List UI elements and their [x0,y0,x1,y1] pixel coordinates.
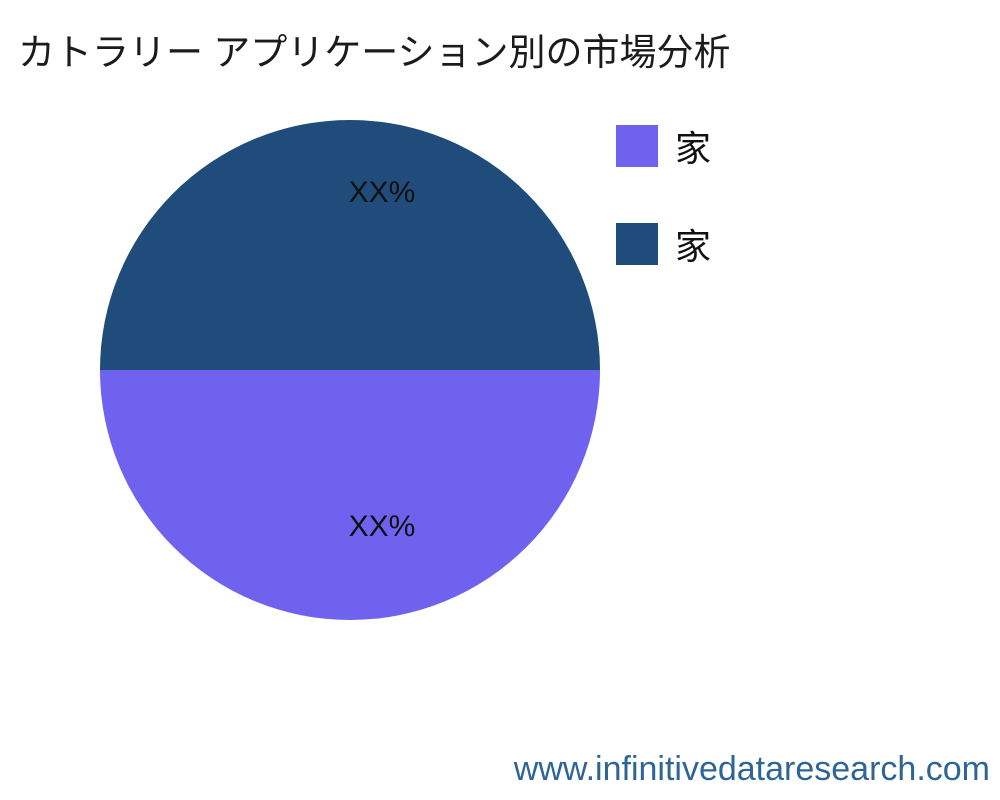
legend-item-0: 家 [616,120,711,172]
watermark-url: www.infinitivedataresearch.com [513,750,990,788]
legend-swatch-navy [616,223,658,265]
pie-slice-bottom-purple [100,370,600,620]
pie-chart [100,120,600,620]
pie-percent-label-bottom: XX% [348,510,416,543]
legend-label: 家 [675,226,712,267]
legend-label: 家 [675,128,712,169]
pie-slice-top-navy [100,120,600,370]
chart-title: カトラリー アプリケーション別の市場分析 [18,32,731,73]
pie-percent-label-top: XX% [348,176,416,209]
legend-item-1: 家 [616,218,711,270]
legend-swatch-purple [616,125,658,167]
